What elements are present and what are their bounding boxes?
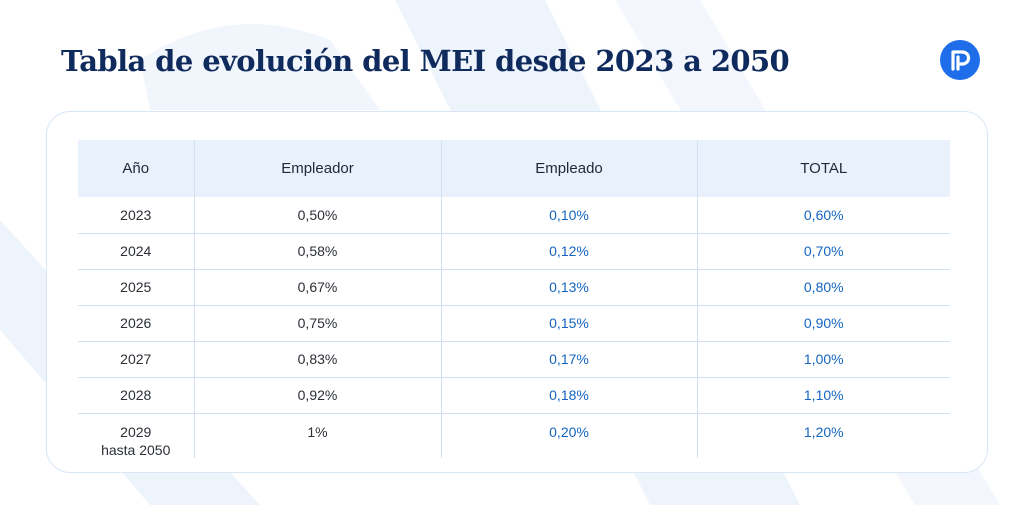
cell-empleador: 0,83% <box>193 340 441 377</box>
table-row: 2027 0,83% 0,17% 1,00% <box>78 340 950 377</box>
cell-total: 1,10% <box>696 376 950 413</box>
cell-empleador: 0,75% <box>193 304 441 341</box>
cell-total: 0,90% <box>696 304 950 341</box>
table-row: 2026 0,75% 0,15% 0,90% <box>78 304 950 341</box>
cell-empleado: 0,17% <box>440 340 697 377</box>
table-header-row: Año Empleador Empleado TOTAL <box>78 140 950 197</box>
cell-empleado: 0,10% <box>440 197 697 233</box>
table-row: 2028 0,92% 0,18% 1,10% <box>78 376 950 413</box>
table-row: 2024 0,58% 0,12% 0,70% <box>78 232 950 269</box>
cell-year: 2024 <box>78 232 194 269</box>
cell-year: 2028 <box>78 376 194 413</box>
header-total: TOTAL <box>696 140 950 197</box>
cell-empleado: 0,18% <box>440 376 697 413</box>
cell-total: 0,70% <box>696 232 950 269</box>
cell-empleador: 0,58% <box>193 232 441 269</box>
cell-year: 2026 <box>78 304 194 341</box>
cell-empleado: 0,20% <box>440 412 697 458</box>
cell-total: 0,80% <box>696 268 950 305</box>
cell-total: 1,00% <box>696 340 950 377</box>
table-row: 2023 0,50% 0,10% 0,60% <box>78 197 950 233</box>
mei-table: Año Empleador Empleado TOTAL 2023 0,50% … <box>78 140 950 458</box>
cell-year: 2025 <box>78 268 194 305</box>
cell-year: 2023 <box>120 206 152 223</box>
cell-empleador: 0,50% <box>193 197 441 233</box>
cell-empleado: 0,15% <box>440 304 697 341</box>
table-row: 2029 hasta 2050 1% 0,20% 1,20% <box>78 412 950 458</box>
cell-empleador: 0,92% <box>193 376 441 413</box>
header-empleado: Empleado <box>440 140 697 197</box>
table-row: 2025 0,67% 0,13% 0,80% <box>78 268 950 305</box>
header-empleador: Empleador <box>193 140 441 197</box>
cell-year-note: hasta 2050 <box>101 441 171 458</box>
brand-logo-icon <box>940 40 980 80</box>
page-title: Tabla de evolución del MEI desde 2023 a … <box>61 44 790 78</box>
cell-total: 0,60% <box>696 197 950 233</box>
cell-empleador: 0,67% <box>193 268 441 305</box>
cell-year: 2027 <box>78 340 194 377</box>
cell-year-start: 2029 <box>120 423 152 440</box>
cell-year-range: 2029 hasta 2050 <box>78 412 194 458</box>
cell-empleador: 1% <box>193 412 441 458</box>
cell-total: 1,20% <box>696 412 950 458</box>
cell-empleado: 0,13% <box>440 268 697 305</box>
cell-empleado: 0,12% <box>440 232 697 269</box>
header-year: Año <box>78 140 194 197</box>
